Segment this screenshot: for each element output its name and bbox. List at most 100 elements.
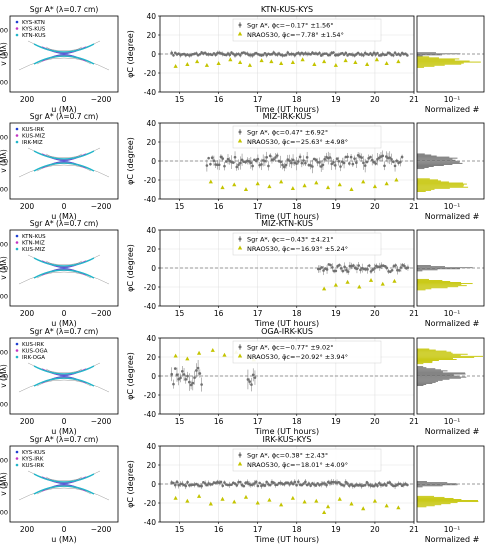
hist-bar-nrao bbox=[417, 363, 424, 365]
legend-sgr-dot bbox=[238, 23, 242, 27]
sgr-point bbox=[374, 162, 378, 165]
sgr-point bbox=[320, 266, 324, 269]
hist-bar-nrao bbox=[417, 64, 445, 66]
y-tick-label: -40 bbox=[144, 302, 156, 311]
y-tick-label: 40 bbox=[146, 442, 156, 451]
sgr-point bbox=[321, 163, 325, 167]
legend-box bbox=[232, 448, 382, 472]
legend-nrao-marker bbox=[237, 353, 243, 358]
uv-legend-label: KUS-OGA bbox=[22, 349, 48, 355]
sgr-point bbox=[277, 52, 281, 55]
sgr-point bbox=[388, 156, 392, 159]
sgr-point bbox=[217, 163, 221, 167]
sgr-point bbox=[275, 154, 279, 157]
x-tick-label: 19 bbox=[331, 202, 341, 211]
sgr-point bbox=[268, 154, 272, 158]
sgr-point bbox=[383, 164, 386, 168]
hist-bar-nrao bbox=[417, 353, 468, 355]
hist-bar-nrao bbox=[417, 504, 442, 506]
x-tick-label: 16 bbox=[214, 525, 224, 534]
hist-bar-sgr bbox=[417, 155, 437, 157]
sgr-point bbox=[309, 53, 312, 56]
uv-legend-label: KUS-MIZ bbox=[22, 134, 45, 140]
sgr-point bbox=[254, 159, 258, 163]
uv-x-label: u (Mλ) bbox=[51, 105, 77, 114]
uv-frame bbox=[9, 122, 119, 200]
uv-legend-marker bbox=[15, 234, 19, 238]
hist-bar-nrao bbox=[417, 283, 473, 285]
sgr-point bbox=[212, 159, 216, 163]
hist-bar-sgr bbox=[417, 380, 439, 382]
sgr-point bbox=[297, 51, 300, 55]
nrao-point bbox=[322, 286, 327, 291]
sgr-point bbox=[372, 160, 376, 164]
sgr-point bbox=[397, 269, 401, 272]
hist-bar-nrao bbox=[417, 499, 462, 500]
nrao-point bbox=[312, 62, 317, 66]
legend-nrao-marker bbox=[237, 31, 243, 36]
sgr-point bbox=[357, 264, 361, 267]
sgr-point bbox=[212, 52, 216, 55]
sgr-point bbox=[384, 484, 388, 487]
x-tick-label: 16 bbox=[214, 417, 224, 426]
x-axis-label: Time (UT hours) bbox=[254, 535, 319, 544]
sgr-point bbox=[265, 155, 268, 159]
nrao-point bbox=[173, 495, 178, 500]
legend-sgr-dot bbox=[238, 237, 242, 241]
uv-x-label: u (Mλ) bbox=[51, 212, 77, 221]
nrao-point bbox=[259, 58, 264, 63]
sgr-point bbox=[335, 157, 339, 161]
sgr-point bbox=[365, 160, 369, 164]
sgr-point bbox=[372, 484, 376, 488]
sgr-point bbox=[235, 484, 239, 487]
uv-x-tick-label: 0 bbox=[62, 95, 67, 104]
sgr-point bbox=[284, 53, 288, 57]
x-tick-label: 20 bbox=[370, 309, 380, 318]
uv-x-tick-label: −200 bbox=[91, 202, 112, 211]
x-tick-label: 15 bbox=[175, 95, 185, 104]
hist-bar-sgr bbox=[417, 482, 448, 484]
sgr-point bbox=[334, 269, 338, 273]
nrao-point bbox=[185, 62, 190, 66]
legend-sgr-label: Sgr A*, φ̄c=0.38° ±2.43° bbox=[247, 452, 328, 460]
hist-bar-nrao bbox=[417, 284, 462, 286]
sgr-point bbox=[281, 163, 284, 167]
x-tick-label: 20 bbox=[370, 95, 380, 104]
hist-bar-nrao bbox=[417, 185, 464, 187]
sgr-point bbox=[349, 483, 353, 486]
hist-bar-sgr bbox=[417, 54, 443, 56]
sgr-point bbox=[191, 381, 195, 385]
hist-bar-nrao bbox=[417, 65, 435, 67]
uv-track-gray bbox=[18, 57, 110, 71]
hist-bar-nrao bbox=[417, 359, 457, 360]
hist-bar-nrao bbox=[417, 279, 443, 281]
sgr-point bbox=[239, 161, 242, 165]
uv-y-label: v (Mλ) bbox=[0, 364, 8, 388]
uv-x-tick-label: 200 bbox=[20, 525, 35, 534]
sgr-point bbox=[175, 373, 179, 376]
uv-y-tick-label: 200 bbox=[0, 457, 8, 465]
y-tick-label: 0 bbox=[151, 50, 156, 59]
uv-legend-label: IRK-MIZ bbox=[22, 140, 43, 146]
sgr-point bbox=[369, 52, 372, 55]
uv-legend-label: KUS-IRK bbox=[22, 463, 44, 469]
sgr-point bbox=[209, 162, 212, 166]
nrao-point bbox=[337, 182, 342, 187]
nrao-point bbox=[384, 181, 389, 186]
x-tick-label: 16 bbox=[214, 309, 224, 318]
hist-x-label: Normalized # bbox=[425, 535, 480, 544]
nrao-point bbox=[368, 277, 374, 282]
sgr-point bbox=[172, 382, 175, 386]
sgr-point bbox=[189, 383, 193, 387]
hist-bar-nrao bbox=[417, 286, 459, 288]
legend-sgr-dot bbox=[238, 130, 242, 134]
sgr-point bbox=[391, 53, 395, 57]
x-tick-label: 17 bbox=[253, 417, 263, 426]
sgr-point bbox=[359, 268, 362, 272]
uv-x-label: u (Mλ) bbox=[51, 319, 77, 328]
uv-x-tick-label: −200 bbox=[91, 95, 112, 104]
x-tick-label: 18 bbox=[292, 309, 302, 318]
x-axis-label: Time (UT hours) bbox=[254, 212, 319, 221]
hist-bar-nrao bbox=[417, 288, 432, 290]
sgr-point bbox=[226, 157, 230, 161]
